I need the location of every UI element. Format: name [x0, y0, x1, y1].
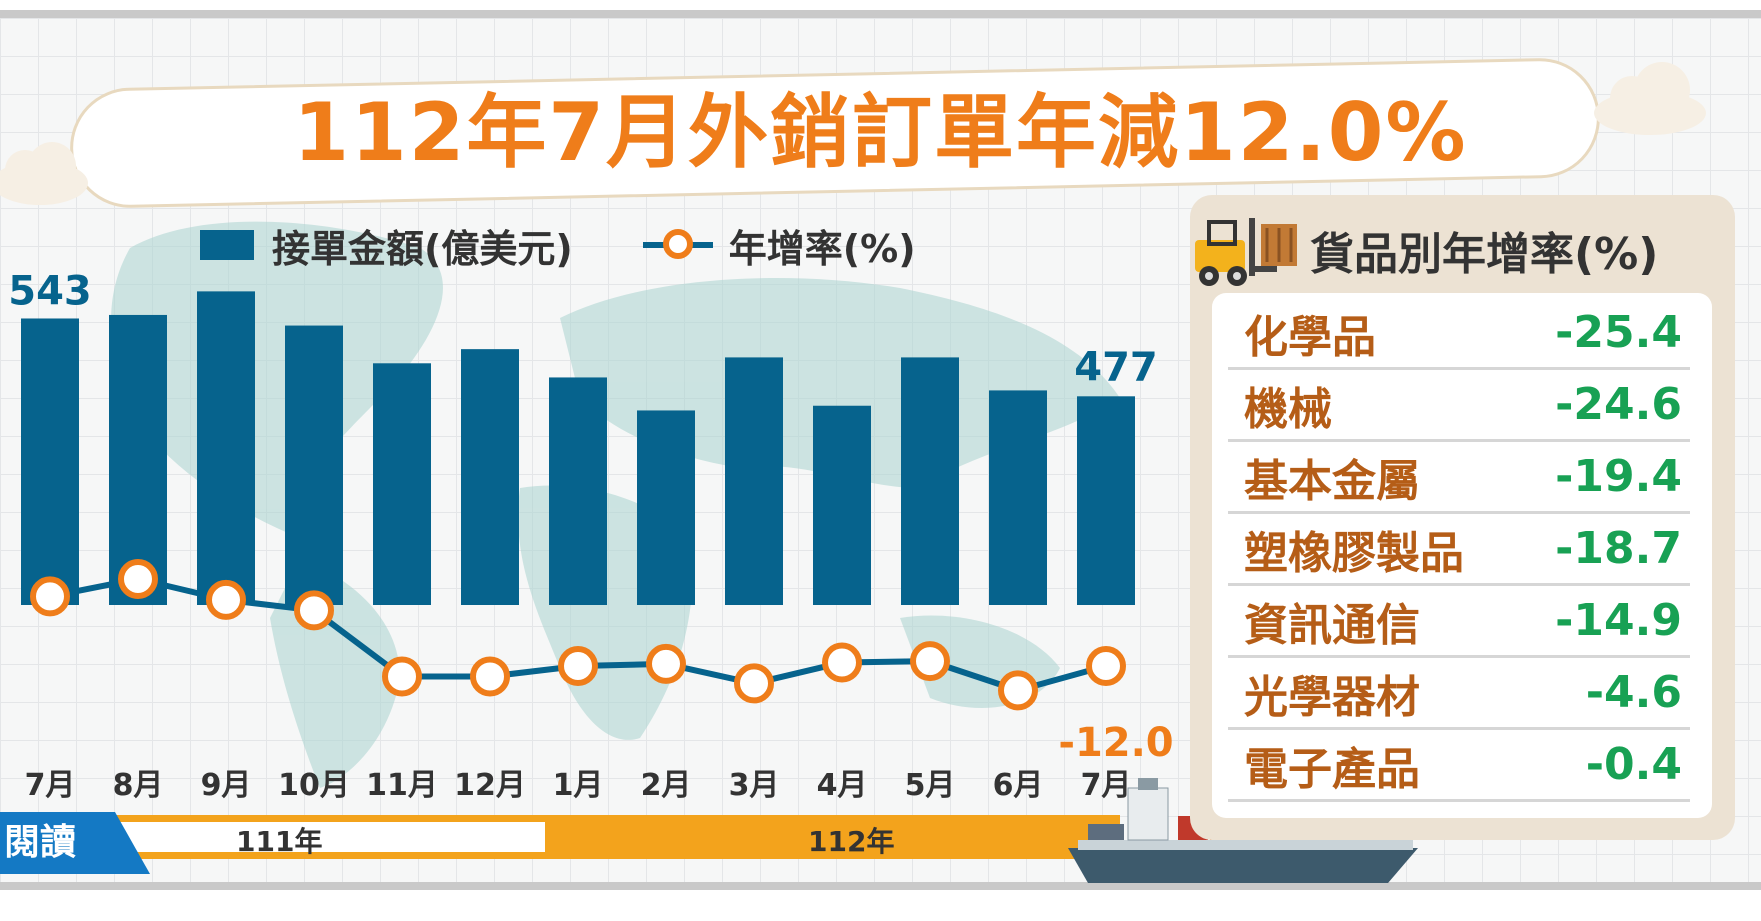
goods-row: 光學器材 -4.6 [1228, 658, 1690, 730]
chart-bar [1077, 396, 1135, 605]
x-tick-label: 4月 [817, 768, 868, 803]
chart-bar [109, 314, 167, 605]
chart-bar [461, 349, 519, 605]
legend-line-label: 年增率(%) [728, 226, 916, 271]
goods-row: 電子產品 -0.4 [1228, 730, 1690, 802]
legend-line-swatch [642, 225, 713, 265]
data-label-first-bar: 543 [8, 268, 92, 314]
year-label-111: 111年 [236, 825, 323, 858]
chart-bar [989, 390, 1047, 605]
growth-rate-point [822, 642, 862, 683]
goods-panel-title: 貨品別年增率(%) [1310, 229, 1659, 280]
chart-bar [373, 363, 431, 605]
chart-bar [285, 325, 343, 605]
goods-name: 機械 [1244, 383, 1332, 435]
goods-value: -0.4 [1585, 739, 1682, 790]
page-title: 112年7月外銷訂單年減12.0% [293, 86, 1468, 179]
legend-bar-swatch [200, 230, 254, 260]
x-tick-label: 6月 [993, 768, 1044, 803]
x-tick-label: 7月 [1081, 768, 1132, 803]
chart-bar [21, 318, 79, 605]
goods-value: -4.6 [1585, 667, 1682, 718]
chart-bar [813, 405, 871, 605]
growth-rate-point [558, 646, 598, 686]
x-tick-label: 10月 [278, 768, 350, 803]
growth-rate-point [734, 663, 774, 704]
chart-bar [901, 357, 959, 605]
x-tick-label: 2月 [641, 768, 692, 803]
forklift-icon [1195, 218, 1297, 286]
x-tick-label: 9月 [201, 768, 252, 803]
cloud-right-icon [1594, 62, 1706, 135]
x-tick-label: 5月 [905, 768, 956, 803]
goods-name: 資訊通信 [1244, 599, 1420, 651]
goods-row: 塑橡膠製品 -18.7 [1228, 514, 1690, 586]
goods-row: 基本金屬 -19.4 [1228, 442, 1690, 514]
x-tick-label: 11月 [366, 768, 438, 803]
data-label-last-rate: -12.0 [1058, 720, 1173, 766]
goods-row: 機械 -24.6 [1228, 370, 1690, 442]
chart-bar [549, 377, 607, 605]
data-label-last-bar: 477 [1074, 344, 1158, 390]
x-tick-label: 8月 [113, 768, 164, 803]
x-tick-label: 12月 [454, 768, 526, 803]
x-tick-label: 7月 [25, 768, 76, 803]
goods-value: -24.6 [1555, 379, 1682, 430]
goods-name: 塑橡膠製品 [1244, 527, 1464, 579]
growth-rate-point [30, 576, 70, 617]
goods-value: -14.9 [1555, 595, 1682, 646]
goods-name: 電子產品 [1244, 743, 1420, 795]
goods-name: 光學器材 [1244, 671, 1420, 723]
goods-value: -25.4 [1555, 307, 1682, 358]
growth-rate-point [998, 670, 1038, 711]
goods-name: 基本金屬 [1244, 455, 1420, 507]
goods-value: -18.7 [1555, 523, 1682, 574]
goods-row: 化學品 -25.4 [1228, 298, 1690, 370]
chart-bar [725, 357, 783, 605]
legend-bar-label: 接單金額(億美元) [272, 226, 573, 271]
goods-panel-inner [1212, 293, 1712, 818]
year-label-112: 112年 [808, 825, 895, 858]
growth-rate-point [206, 579, 246, 620]
world-map-background [111, 221, 1120, 788]
growth-rate-point [646, 643, 686, 684]
growth-rate-point [910, 641, 950, 682]
goods-name: 化學品 [1244, 311, 1376, 363]
goods-row: 資訊通信 -14.9 [1228, 586, 1690, 658]
growth-rate-point [1086, 646, 1126, 686]
growth-rate-point [118, 559, 158, 599]
x-tick-label: 3月 [729, 768, 780, 803]
x-tick-label: 1月 [553, 768, 604, 803]
growth-rate-point [382, 656, 422, 697]
chart-legend: 接單金額(億美元) 年增率(%) [200, 220, 986, 271]
goods-value: -19.4 [1555, 451, 1682, 502]
cloud-left-icon [0, 142, 88, 205]
chart-bar [637, 410, 695, 605]
chart-bar [197, 291, 255, 605]
growth-rate-point [294, 590, 334, 631]
growth-rate-point [470, 656, 510, 697]
